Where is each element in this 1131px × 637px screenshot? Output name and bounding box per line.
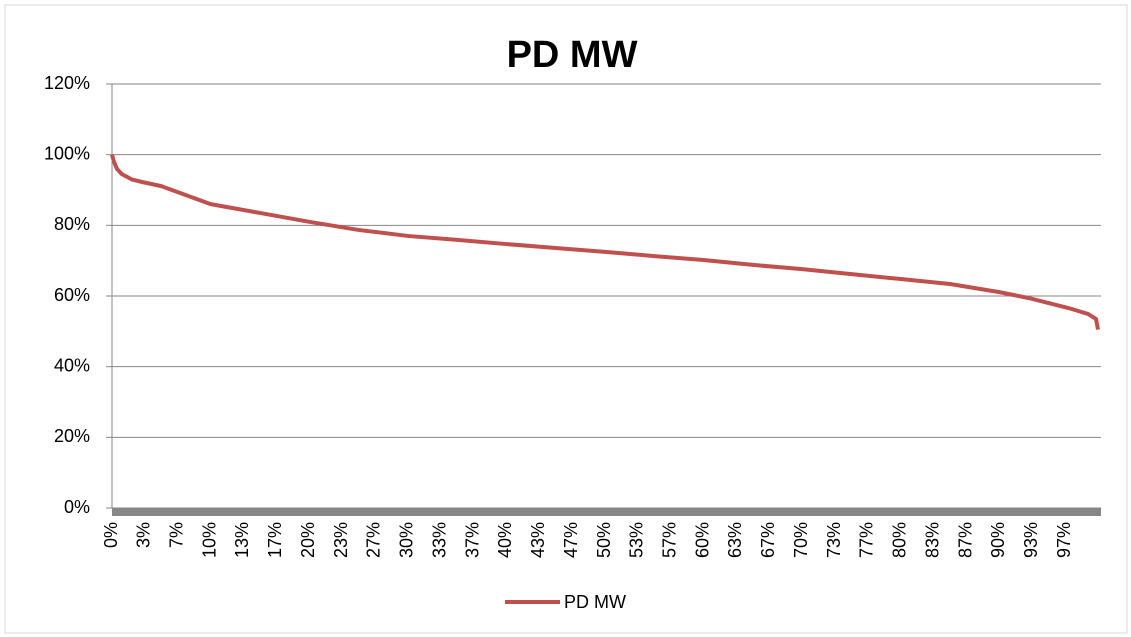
y-tick-label: 20% xyxy=(54,426,90,446)
x-tick-label: 20% xyxy=(298,522,318,558)
x-tick-label: 73% xyxy=(824,522,844,558)
x-tick-label: 33% xyxy=(429,522,449,558)
x-tick-label: 0% xyxy=(101,522,121,548)
x-tick-label: 57% xyxy=(659,522,679,558)
x-axis-band xyxy=(112,508,1101,516)
x-tick-label: 63% xyxy=(725,522,745,558)
x-tick-label: 30% xyxy=(397,522,417,558)
x-tick-label: 67% xyxy=(758,522,778,558)
x-tick-label: 43% xyxy=(528,522,548,558)
x-tick-label: 53% xyxy=(627,522,647,558)
y-tick-label: 80% xyxy=(54,214,90,234)
x-tick-label: 80% xyxy=(890,522,910,558)
x-tick-label: 60% xyxy=(692,522,712,558)
x-tick-label: 23% xyxy=(331,522,351,558)
x-tick-label: 90% xyxy=(988,522,1008,558)
x-tick-label: 37% xyxy=(462,522,482,558)
x-tick-label: 87% xyxy=(955,522,975,558)
y-tick-label: 100% xyxy=(44,143,90,163)
y-tick-label: 60% xyxy=(54,285,90,305)
legend-label: PD MW xyxy=(564,592,626,612)
x-tick-label: 93% xyxy=(1021,522,1041,558)
x-tick-label: 83% xyxy=(922,522,942,558)
x-tick-label: 3% xyxy=(134,522,154,548)
x-tick-label: 47% xyxy=(561,522,581,558)
y-tick-label: 40% xyxy=(54,355,90,375)
x-tick-label: 7% xyxy=(166,522,186,548)
x-tick-label: 10% xyxy=(199,522,219,558)
x-tick-label: 40% xyxy=(495,522,515,558)
data-line xyxy=(110,154,1100,330)
x-tick-label: 70% xyxy=(791,522,811,558)
x-tick-label: 13% xyxy=(232,522,252,558)
x-tick-label: 77% xyxy=(857,522,877,558)
chart-title: PD MW xyxy=(507,34,638,76)
y-tick-label: 120% xyxy=(44,73,90,93)
chart-frame xyxy=(4,4,1128,634)
x-tick-label: 17% xyxy=(265,522,285,558)
y-tick-label: 0% xyxy=(64,497,90,517)
x-tick-label: 50% xyxy=(594,522,614,558)
x-tick-label: 27% xyxy=(364,522,384,558)
x-tick-label: 97% xyxy=(1054,522,1074,558)
